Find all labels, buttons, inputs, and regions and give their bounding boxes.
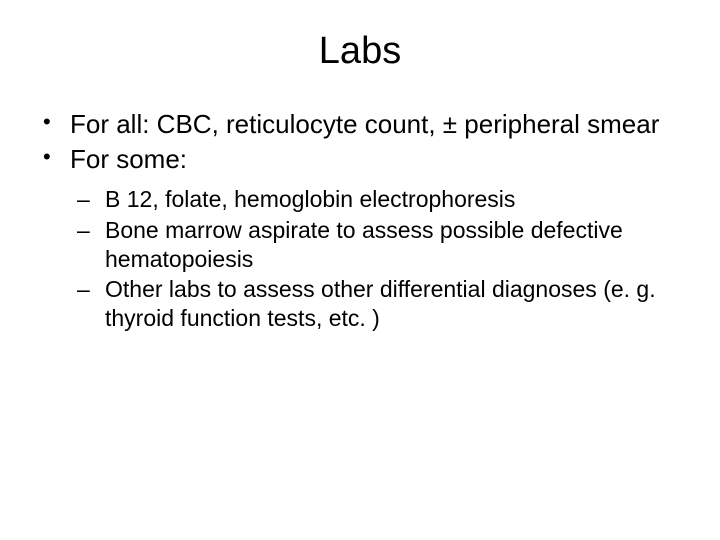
- sub-item: B 12, folate, hemoglobin electrophoresis: [35, 185, 685, 214]
- sub-text: B 12, folate, hemoglobin electrophoresis: [105, 186, 515, 212]
- sub-text: Bone marrow aspirate to assess possible …: [105, 217, 623, 272]
- bullet-text: For all: CBC, reticulocyte count, ± peri…: [70, 109, 659, 139]
- sub-text: Other labs to assess other differential …: [105, 276, 656, 331]
- sub-bullet-list: B 12, folate, hemoglobin electrophoresis…: [35, 185, 685, 333]
- sub-item: Other labs to assess other differential …: [35, 275, 685, 333]
- sub-item: Bone marrow aspirate to assess possible …: [35, 216, 685, 274]
- bullet-item: For all: CBC, reticulocyte count, ± peri…: [35, 108, 685, 141]
- main-bullet-list: For all: CBC, reticulocyte count, ± peri…: [35, 108, 685, 175]
- slide-title: Labs: [35, 30, 685, 73]
- slide-container: Labs For all: CBC, reticulocyte count, ±…: [0, 0, 720, 540]
- bullet-item: For some:: [35, 143, 685, 176]
- bullet-text: For some:: [70, 144, 187, 174]
